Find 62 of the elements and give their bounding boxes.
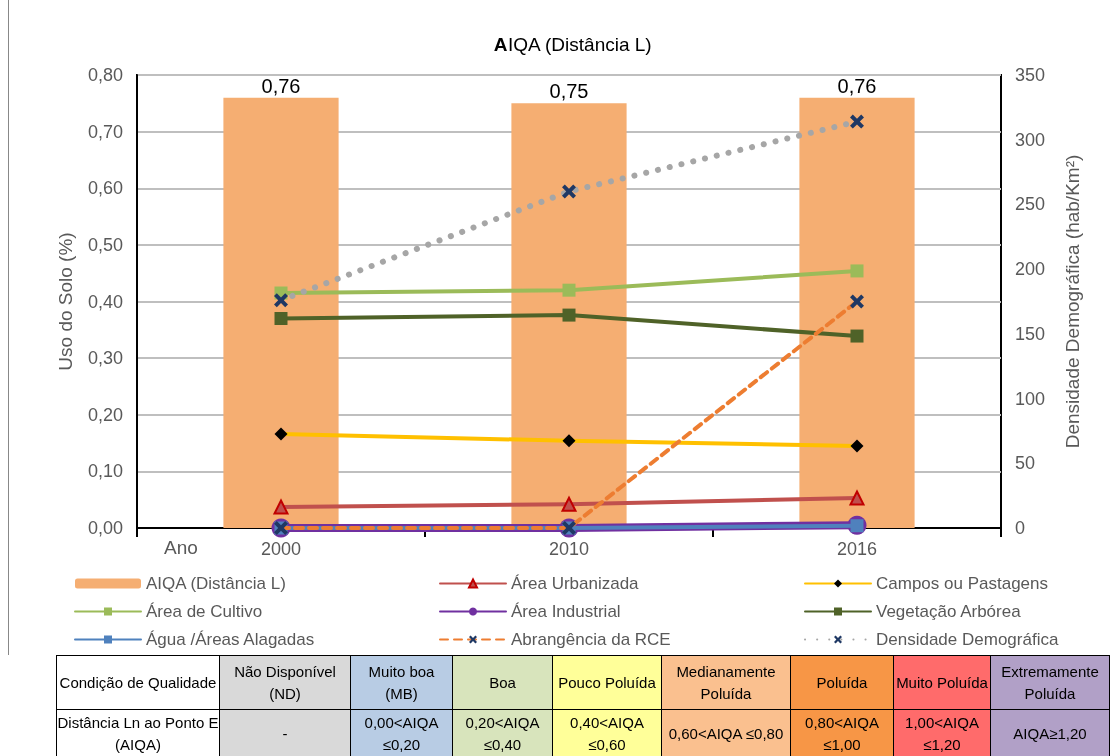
text: Medianamente Poluída	[661, 655, 791, 710]
y-tick-label: 0,50	[87, 234, 123, 255]
point	[274, 311, 288, 325]
y2-tick-label: 350	[1015, 65, 1046, 85]
y2-tick-label: 0	[1015, 518, 1026, 538]
legend-label: Área Industrial	[511, 602, 621, 621]
text: Pouco Poluída	[552, 655, 662, 710]
y2-tick-label: 200	[1015, 259, 1046, 280]
text: Muito Poluída	[893, 655, 991, 710]
y-tick-label: 0,10	[87, 461, 123, 482]
y-tick-label: 0,30	[87, 348, 123, 369]
text: 0,40<AIQA ≤0,60	[552, 709, 662, 756]
point	[561, 496, 577, 512]
text: 0,60<AIQA ≤0,80	[661, 709, 791, 756]
text: AIQA≥1,20	[990, 709, 1110, 756]
y-tick-label: 0,70	[87, 121, 123, 142]
y2-axis-title: Densidade Demográfica (hab/Km²)	[1062, 154, 1083, 449]
legend-label: Densidade Demográfica	[876, 630, 1059, 649]
data-label: 0,75	[549, 80, 589, 103]
y2-tick-label: 50	[1015, 453, 1036, 474]
text: Poluída	[790, 655, 894, 710]
text: Distância Ln ao Ponto E (AIQA)	[56, 709, 220, 756]
legend-label: AIQA (Distância L)	[146, 574, 286, 593]
text: -	[219, 709, 351, 756]
text: 1,00<AIQA ≤1,20	[893, 709, 991, 756]
data-label: 0,76	[261, 74, 301, 97]
chart-title: AIQA (Distância L)	[493, 34, 652, 55]
text: Não Disponível (ND)	[219, 655, 351, 710]
x-tick-label: 2010	[548, 539, 590, 559]
legend-label: Área de Cultivo	[146, 602, 263, 621]
x-tick-label: 2000	[260, 539, 302, 559]
legend-label: Abrangência da RCE	[511, 630, 671, 649]
point	[562, 308, 576, 322]
y2-tick-label: 150	[1015, 323, 1046, 344]
point	[562, 283, 576, 297]
data-label: 0,76	[837, 74, 877, 97]
y-tick-label: 0,00	[87, 518, 123, 538]
text: Condição de Qualidade	[56, 655, 220, 710]
text: Boa	[452, 655, 553, 710]
legend-label: Água /Áreas Alagadas	[146, 630, 315, 649]
text: Muito boa (MB)	[350, 655, 453, 710]
legend-label: Vegetação Arbórea	[876, 602, 1022, 621]
text: 0,20<AIQA ≤0,40	[452, 709, 553, 756]
y-tick-label: 0,20	[87, 404, 123, 425]
y-axis-title: Uso do Solo (%)	[55, 232, 76, 371]
point	[850, 264, 864, 278]
point	[849, 490, 865, 506]
y2-tick-label: 300	[1015, 129, 1046, 150]
y2-tick-label: 250	[1015, 194, 1046, 215]
legend-label: Área Urbanizada	[511, 574, 640, 593]
x-tick-label: 2016	[836, 539, 878, 559]
legend-label: Campos ou Pastagens	[876, 574, 1048, 593]
text: 0,00<AIQA ≤0,20	[350, 709, 453, 756]
y-tick-label: 0,80	[87, 65, 123, 85]
text: 0,80<AIQA ≤1,00	[790, 709, 894, 756]
x-axis-title: Ano	[164, 537, 198, 558]
y-tick-label: 0,60	[87, 178, 123, 199]
point	[850, 329, 864, 343]
y2-tick-label: 100	[1015, 388, 1046, 409]
y-tick-label: 0,40	[87, 291, 123, 312]
text: Extremamente Poluída	[990, 655, 1110, 710]
point	[273, 499, 289, 515]
